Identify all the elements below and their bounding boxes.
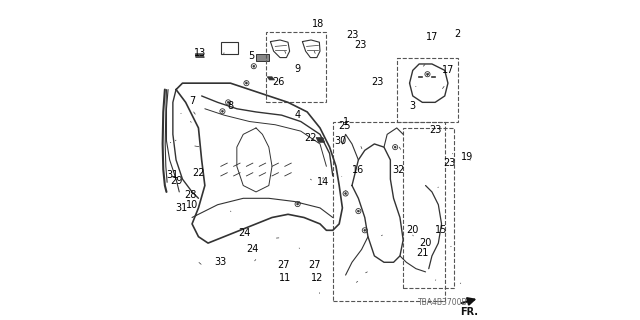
- Text: 27: 27: [308, 260, 321, 270]
- Text: 24: 24: [239, 228, 251, 238]
- Circle shape: [227, 101, 229, 103]
- Text: 32: 32: [392, 164, 404, 174]
- Text: 17: 17: [442, 65, 454, 76]
- Text: 23: 23: [346, 30, 358, 40]
- Circle shape: [297, 203, 299, 205]
- Polygon shape: [256, 54, 269, 61]
- Text: 21: 21: [416, 248, 429, 258]
- Text: 23: 23: [371, 76, 384, 87]
- Text: 18: 18: [312, 19, 324, 29]
- Text: 27: 27: [277, 260, 289, 270]
- Text: 19: 19: [461, 152, 473, 162]
- Text: 16: 16: [352, 164, 365, 174]
- Text: TBA4B3700B: TBA4B3700B: [417, 298, 467, 307]
- Text: 8: 8: [227, 100, 234, 110]
- Text: 20: 20: [419, 238, 432, 248]
- Polygon shape: [195, 54, 204, 58]
- Text: 25: 25: [339, 121, 351, 131]
- Text: 28: 28: [184, 190, 196, 200]
- Circle shape: [221, 110, 223, 112]
- Text: 22: 22: [192, 168, 205, 178]
- Text: 23: 23: [354, 40, 366, 50]
- Text: 24: 24: [246, 244, 259, 254]
- Text: 23: 23: [444, 158, 456, 168]
- Text: 4: 4: [294, 110, 301, 120]
- Text: 5: 5: [248, 51, 254, 61]
- Circle shape: [357, 210, 359, 212]
- Text: 3: 3: [410, 100, 416, 110]
- Text: 2: 2: [454, 28, 461, 39]
- Circle shape: [394, 146, 396, 148]
- Text: 20: 20: [406, 225, 419, 235]
- Circle shape: [364, 229, 365, 231]
- Text: 22: 22: [304, 132, 317, 142]
- Text: FR.: FR.: [460, 307, 478, 317]
- Text: 13: 13: [194, 48, 206, 58]
- Polygon shape: [268, 77, 275, 80]
- Text: 30: 30: [335, 136, 347, 146]
- Text: 29: 29: [170, 176, 183, 186]
- Text: 17: 17: [426, 32, 438, 42]
- Bar: [221, 42, 239, 54]
- Text: 14: 14: [317, 177, 330, 187]
- Text: 31: 31: [176, 203, 188, 213]
- Text: 23: 23: [429, 124, 442, 134]
- Text: 33: 33: [214, 257, 227, 267]
- Text: 10: 10: [186, 200, 198, 210]
- Text: 26: 26: [272, 76, 285, 87]
- Text: 11: 11: [278, 273, 291, 283]
- Circle shape: [246, 82, 248, 84]
- Text: 15: 15: [435, 225, 448, 235]
- Circle shape: [426, 73, 428, 75]
- Polygon shape: [316, 138, 324, 142]
- Circle shape: [344, 193, 346, 195]
- Text: 1: 1: [343, 116, 349, 126]
- Text: 7: 7: [189, 96, 195, 106]
- Text: 31: 31: [166, 170, 179, 180]
- Text: 12: 12: [310, 273, 323, 283]
- Circle shape: [253, 65, 255, 67]
- Text: 9: 9: [294, 64, 301, 74]
